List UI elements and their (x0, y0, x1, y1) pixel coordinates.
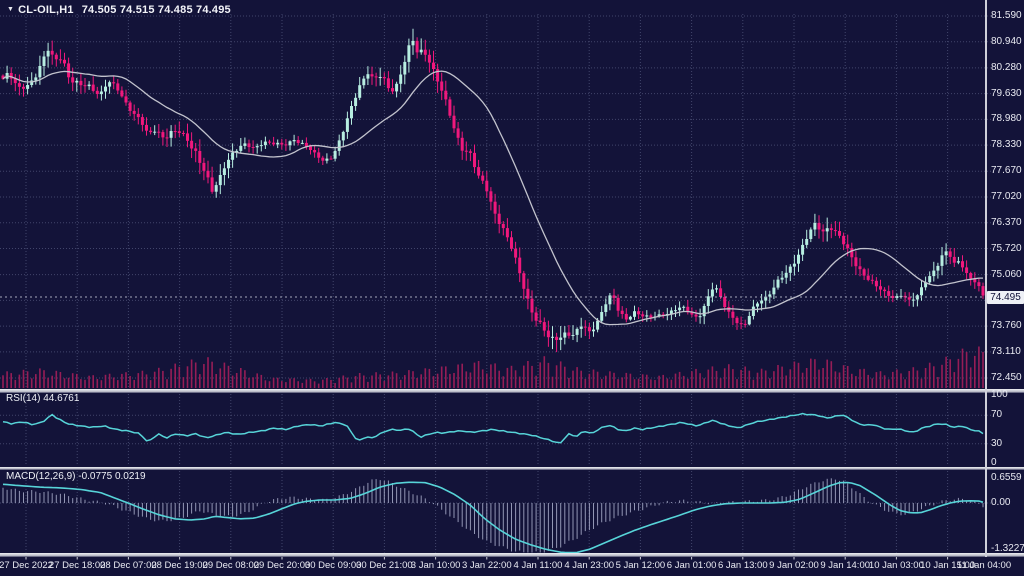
indicator-axis-label: 0.00 (991, 497, 1011, 508)
time-axis-label: 27 Dec 2022 (0, 560, 53, 571)
axis-separator (985, 0, 987, 557)
price-axis-label: 75.720 (991, 242, 1022, 254)
macd-histogram (2, 478, 984, 553)
indicator-axis-label: 30 (991, 437, 1003, 449)
price-axis-label: 78.330 (991, 139, 1022, 151)
rsi-value: 44.6761 (43, 393, 80, 404)
time-axis-label: 6 Jan 13:00 (717, 560, 768, 571)
candle-layer (1, 28, 985, 353)
time-axis-label: 3 Jan 10:00 (410, 560, 461, 571)
rsi-name: RSI(14) (6, 393, 41, 404)
time-axis-label: 4 Jan 23:00 (564, 560, 615, 571)
collapse-triangle-icon[interactable]: ▼ (7, 6, 15, 13)
price-axis-label: 80.280 (991, 61, 1022, 73)
chart-title: ▼ CL-OIL,H1 74.505 74.515 74.485 74.495 (7, 4, 231, 16)
macd-signal-line (2, 481, 984, 554)
macd-values: -0.0775 0.0219 (78, 471, 146, 482)
volume-layer (2, 346, 984, 388)
time-axis-label: 9 Jan 14:00 (820, 560, 871, 571)
indicator-axis-label: 100 (991, 389, 1008, 400)
ma-line (2, 70, 983, 326)
indicator-axis-label: 0 (991, 457, 997, 468)
time-axis-label: 30 Dec 21:00 (356, 560, 413, 571)
indicator-axis-label: 0.6559 (991, 472, 1022, 483)
time-axis-label: 10 Jan 03:00 (868, 560, 924, 571)
symbol-timeframe: CL-OIL,H1 (18, 4, 74, 16)
indicator-axis-label: -1.3227 (991, 543, 1024, 554)
time-axis-label: 4 Jan 11:00 (513, 560, 563, 571)
price-axis-label: 80.940 (991, 35, 1022, 47)
rsi-line (2, 412, 984, 444)
price-axis-label: 73.760 (991, 320, 1022, 332)
time-axis-label: 9 Jan 02:00 (769, 560, 819, 571)
panel-separator[interactable] (0, 389, 1024, 393)
time-axis-label: 28 Dec 19:00 (151, 560, 208, 571)
time-axis-label: 30 Dec 09:00 (304, 560, 362, 571)
rsi-indicator-label: RSI(14) 44.6761 (6, 393, 79, 404)
price-axis-label: 79.630 (991, 87, 1022, 99)
time-axis-label: 11 Jan 04:00 (956, 560, 1012, 571)
time-axis-label: 28 Dec 07:00 (100, 560, 157, 571)
macd-name: MACD(12,26,9) (6, 471, 76, 482)
price-axis-label: 81.590 (991, 10, 1022, 21)
time-axis-label: 29 Dec 20:00 (253, 560, 311, 571)
price-axis-label: 77.670 (991, 165, 1022, 177)
price-axis-label: 77.020 (991, 191, 1022, 202)
indicator-axis-label: 70 (991, 409, 1003, 421)
time-axis-label: 6 Jan 01:00 (666, 560, 717, 571)
current-price-badge: 74.495 (987, 290, 1024, 304)
time-axis-label: 27 Dec 18:00 (48, 560, 106, 571)
macd-indicator-label: MACD(12,26,9) -0.0775 0.0219 (6, 471, 146, 482)
time-axis-label: 29 Dec 08:00 (202, 560, 260, 571)
price-axis-label: 72.450 (991, 372, 1022, 383)
price-axis-label: 73.110 (991, 345, 1021, 357)
time-axis-label: 10 Jan 15:00 (920, 560, 976, 571)
price-axis-label: 75.060 (991, 268, 1022, 280)
panel-separator[interactable] (0, 553, 1024, 557)
price-axis-label: 78.980 (991, 113, 1022, 125)
panel-separator[interactable] (0, 466, 1024, 470)
time-axis-label: 3 Jan 22:00 (461, 560, 512, 571)
ohlc-readout: 74.505 74.515 74.485 74.495 (81, 4, 231, 16)
time-axis-label: 5 Jan 12:00 (615, 560, 666, 571)
price-axis-label: 76.370 (991, 216, 1022, 228)
